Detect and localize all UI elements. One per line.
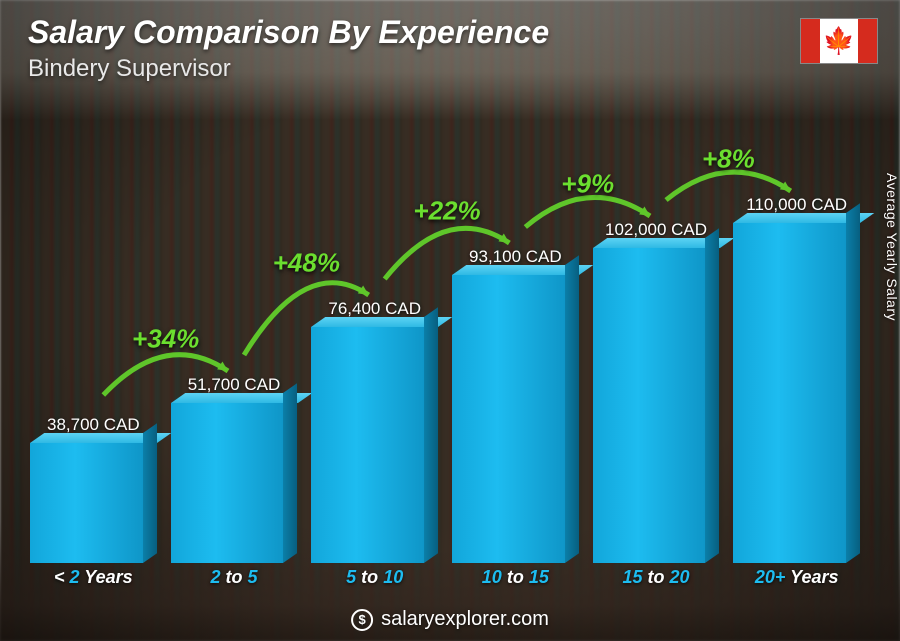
bar-face-side [565,255,579,563]
bar-face-front [30,443,143,563]
bar-value-label: 93,100 CAD [469,247,562,267]
bar-face-side [846,203,860,563]
bar-1: 51,700 CAD [171,375,298,563]
country-flag-canada: 🍁 [800,18,878,64]
bar-value-label: 38,700 CAD [47,415,140,435]
bar-face-front [311,327,424,563]
bar-face-front [452,275,565,563]
x-axis-label: 15 to 20 [593,567,720,593]
bar-face-front [593,248,706,563]
pct-increase-label: +22% [413,196,480,227]
bar-value-label: 110,000 CAD [746,195,847,215]
pct-increase-label: +8% [702,144,755,175]
bar-0: 38,700 CAD [30,415,157,563]
pct-increase-label: +34% [132,324,199,355]
x-axis-label: 20+ Years [733,567,860,593]
page-title: Salary Comparison By Experience [28,14,549,51]
bar-value-label: 76,400 CAD [328,299,421,319]
flag-center: 🍁 [820,19,858,63]
bar-4: 102,000 CAD [593,220,720,563]
bar-value-label: 51,700 CAD [188,375,281,395]
bar-3: 93,100 CAD [452,247,579,563]
bar-shape [733,223,860,563]
pct-increase-label: +9% [561,169,614,200]
bar-face-side [283,383,297,563]
salary-bar-chart: 38,700 CAD 51,700 CAD 76,400 CAD 93,100 CAD… [30,73,860,593]
bar-face-side [705,228,719,563]
flag-red-left [801,19,820,63]
y-axis-label: Average Yearly Salary [884,173,900,321]
bar-face-front [733,223,846,563]
maple-leaf-icon: 🍁 [823,27,855,53]
footer-text: salaryexplorer.com [381,608,549,631]
bar-shape [452,275,579,563]
bar-face-front [171,403,284,563]
bar-face-side [424,307,438,563]
bar-shape [171,403,298,563]
footer-brand: $ salaryexplorer.com [351,608,549,631]
x-axis-label: 2 to 5 [171,567,298,593]
bar-2: 76,400 CAD [311,299,438,563]
flag-red-right [858,19,877,63]
bar-shape [311,327,438,563]
x-axis-label: < 2 Years [30,567,157,593]
bar-face-side [143,423,157,563]
bar-shape [30,443,157,563]
bar-value-label: 102,000 CAD [605,220,707,240]
bar-shape [593,248,720,563]
x-axis-label: 5 to 10 [311,567,438,593]
brand-logo-icon: $ [351,609,373,631]
pct-increase-label: +48% [273,248,340,279]
bar-5: 110,000 CAD [733,195,860,563]
x-axis-label: 10 to 15 [452,567,579,593]
